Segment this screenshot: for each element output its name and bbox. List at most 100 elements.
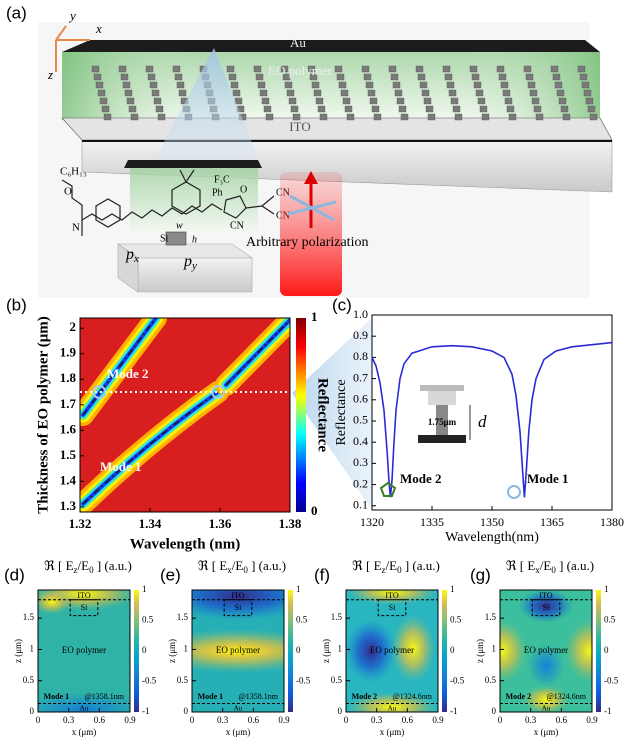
y-tick-label: 1.5 (23, 612, 35, 622)
colorbar-tick-label: 0 (604, 645, 609, 655)
y-tick-label: 1.6 (60, 421, 77, 436)
colorbar-tick-label: 0.5 (604, 615, 616, 625)
colorbar-tick-label: -1 (450, 706, 458, 716)
panel-label: (a) (6, 3, 27, 22)
pillar (366, 82, 373, 88)
y-tick-label: 1 (338, 643, 343, 653)
field-label: Au (542, 705, 551, 713)
heatmap (80, 318, 292, 512)
x-tick-label: 0 (36, 715, 41, 725)
mode-2-symbol (381, 483, 395, 496)
panel-label: (c) (332, 295, 352, 314)
molecule-label: C₆H₁₃ (60, 166, 87, 178)
pillar (584, 90, 591, 96)
field-label: EO polymer (370, 645, 414, 655)
pillar (582, 82, 589, 88)
pillar (343, 98, 350, 104)
colorbar-tick-label: -0.5 (604, 676, 619, 686)
pillar (509, 114, 516, 120)
y-tick-label: 1.5 (485, 612, 497, 622)
colorbar (296, 318, 306, 512)
panel-label: (g) (470, 565, 491, 584)
y-tick-label: 1.8 (60, 370, 77, 385)
y-axis-label: z (μm) (167, 639, 177, 663)
x-tick-label: 0.6 (94, 715, 106, 725)
pillar (179, 90, 186, 96)
panel-label: (b) (6, 295, 27, 314)
pillar (505, 98, 512, 104)
pillar (372, 106, 379, 112)
field-label: ITO (77, 591, 90, 600)
pillar (526, 74, 533, 80)
pillar (258, 82, 265, 88)
y-tick-label: 0 (184, 706, 189, 716)
pillar (503, 90, 510, 96)
pillar (399, 106, 406, 112)
panel-title: ℜ [ Ez/E0 ] (a.u.) (44, 558, 132, 575)
x-tick-label: 0 (498, 715, 503, 725)
pillar (256, 74, 263, 80)
colorbar (596, 590, 601, 712)
molecule-label: O (240, 184, 247, 195)
y-axis-label: z (μm) (475, 639, 485, 663)
y-tick-label: 1 (30, 643, 35, 653)
title-part: ℜ [ E (44, 558, 73, 573)
y-tick-label: 0.6 (353, 392, 368, 406)
colorbar-tick-label: 0.5 (142, 615, 154, 625)
colorbar-tick-label: 1 (142, 584, 147, 594)
pillar (397, 98, 404, 104)
pillar (374, 114, 381, 120)
y-tick-label: 1.0 (353, 307, 368, 321)
pillar (233, 90, 240, 96)
pillar (389, 66, 396, 72)
mode-label: Mode 1 (100, 459, 142, 474)
field-blob (33, 590, 70, 614)
x-tick-label: 1320 (360, 515, 384, 529)
x-tick-label: 0.6 (556, 715, 568, 725)
pillar (551, 66, 558, 72)
cell-label-p: p (125, 246, 134, 263)
pillar (316, 98, 323, 104)
cell-label-sub: y (191, 260, 197, 272)
pillar (453, 106, 460, 112)
pillar (314, 90, 321, 96)
layer-label: EO polymer (268, 63, 333, 78)
pillar (102, 106, 109, 112)
y-tick-label: 0 (338, 706, 343, 716)
inset-part (428, 391, 456, 405)
pillar (104, 114, 111, 120)
pillar (227, 66, 234, 72)
x-axis-label: Wavelength (nm) (130, 536, 240, 552)
pillar (524, 66, 531, 72)
x-tick-label: 0 (344, 715, 349, 725)
y-tick-label: 2 (70, 319, 77, 334)
field-label: @1358.1nm (238, 692, 278, 701)
pillar (391, 74, 398, 80)
title-part: ] (a.u.) (402, 558, 440, 573)
pillar (532, 98, 539, 104)
pillar (318, 106, 325, 112)
title-part: ℜ [ E (198, 558, 227, 573)
colorbar-tick-label: -1 (142, 706, 150, 716)
field-label: Mode 2 (352, 692, 378, 701)
x-axis-label: x (μm) (226, 727, 251, 737)
layer-label: ITO (289, 119, 310, 134)
pillar (580, 74, 587, 80)
pillar (507, 106, 514, 112)
molecule-label: N (72, 222, 80, 234)
y-tick-label: 0 (492, 706, 497, 716)
pillar (534, 106, 541, 112)
pillar (555, 82, 562, 88)
cell-label-sub: x (133, 253, 139, 265)
cell-si (166, 232, 186, 245)
pillar (557, 90, 564, 96)
field-label: Mode 2 (506, 692, 532, 701)
y-axis-label: Thickness of EO polymer (μm) (35, 316, 51, 513)
pillar (92, 66, 99, 72)
layer-label: Au (290, 35, 306, 50)
y-tick-label: 0.3 (353, 455, 368, 469)
field-label: Au (234, 705, 243, 713)
pillar (416, 66, 423, 72)
field-label: EO polymer (216, 645, 260, 655)
cell-label: h (192, 234, 197, 245)
